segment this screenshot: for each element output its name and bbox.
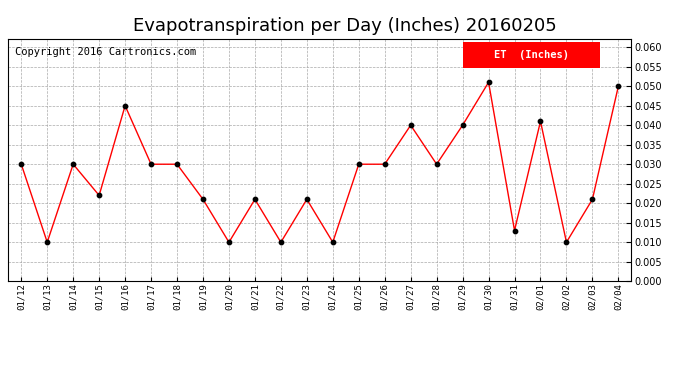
- Point: [16, 161, 27, 167]
- Point: [509, 228, 520, 234]
- Point: [172, 161, 183, 167]
- Point: [224, 239, 235, 245]
- Point: [94, 192, 105, 198]
- Point: [405, 122, 416, 128]
- Point: [561, 239, 572, 245]
- Point: [197, 196, 208, 202]
- Point: [587, 196, 598, 202]
- Point: [353, 161, 364, 167]
- Point: [613, 83, 624, 89]
- Point: [41, 239, 52, 245]
- Point: [431, 161, 442, 167]
- Point: [275, 239, 286, 245]
- Text: Copyright 2016 Cartronics.com: Copyright 2016 Cartronics.com: [14, 46, 196, 57]
- Point: [457, 122, 468, 128]
- Point: [483, 79, 494, 85]
- Text: Evapotranspiration per Day (Inches) 20160205: Evapotranspiration per Day (Inches) 2016…: [133, 17, 557, 35]
- Point: [535, 118, 546, 124]
- Point: [68, 161, 79, 167]
- Point: [146, 161, 157, 167]
- Point: [302, 196, 313, 202]
- Point: [119, 103, 130, 109]
- Point: [327, 239, 338, 245]
- Point: [380, 161, 391, 167]
- Point: [249, 196, 260, 202]
